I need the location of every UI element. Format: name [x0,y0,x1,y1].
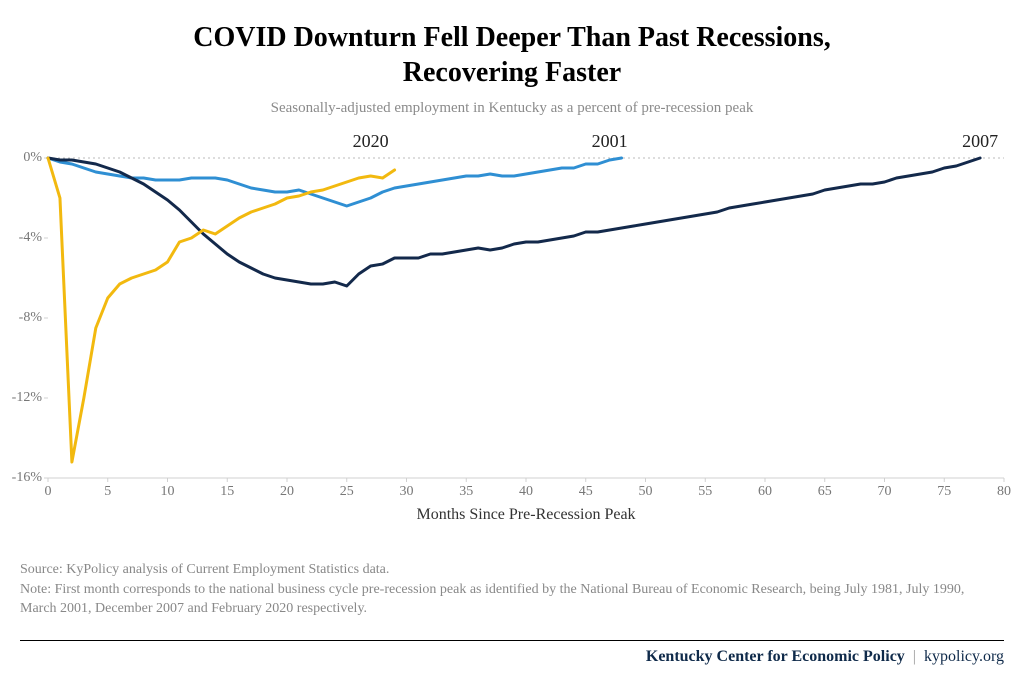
y-tick-label: 0% [23,150,42,166]
x-tick-label: 40 [519,484,533,500]
x-tick-label: 35 [459,484,473,500]
note-text: Note: First month corresponds to the nat… [20,580,1004,619]
x-tick-label: 5 [104,484,111,500]
y-tick-label: -12% [12,390,42,406]
footer-notes: Source: KyPolicy analysis of Current Emp… [20,560,1004,619]
x-tick-label: 50 [639,484,653,500]
title-line-1: COVID Downturn Fell Deeper Than Past Rec… [0,20,1024,55]
source-text: Source: KyPolicy analysis of Current Emp… [20,560,1004,580]
divider [20,640,1004,641]
credit-sep: | [913,648,916,665]
chart-title: COVID Downturn Fell Deeper Than Past Rec… [0,0,1024,90]
x-tick-label: 80 [997,484,1011,500]
credit-org: Kentucky Center for Economic Policy [646,648,905,665]
title-line-2: Recovering Faster [0,55,1024,90]
credit-line: Kentucky Center for Economic Policy | ky… [646,648,1004,666]
x-tick-label: 75 [937,484,951,500]
x-tick-label: 30 [400,484,414,500]
x-tick-label: 65 [818,484,832,500]
y-tick-label: -4% [19,230,42,246]
x-axis-label: Months Since Pre-Recession Peak [416,506,635,524]
chart-container: COVID Downturn Fell Deeper Than Past Rec… [0,0,1024,683]
x-tick-label: 20 [280,484,294,500]
x-tick-label: 70 [878,484,892,500]
y-tick-label: -16% [12,470,42,486]
x-tick-label: 60 [758,484,772,500]
x-tick-label: 45 [579,484,593,500]
x-tick-label: 10 [161,484,175,500]
x-tick-label: 0 [45,484,52,500]
series-label-2001: 2001 [592,131,628,152]
plot-area: 0%-4%-8%-12%-16%051015202530354045505560… [48,158,1004,478]
series-label-2020: 2020 [353,131,389,152]
chart-subtitle: Seasonally-adjusted employment in Kentuc… [0,100,1024,117]
x-tick-label: 25 [340,484,354,500]
y-tick-label: -8% [19,310,42,326]
x-tick-label: 15 [220,484,234,500]
credit-site: kypolicy.org [924,648,1004,665]
chart-svg [48,158,1004,478]
series-label-2007: 2007 [962,131,998,152]
x-tick-label: 55 [698,484,712,500]
